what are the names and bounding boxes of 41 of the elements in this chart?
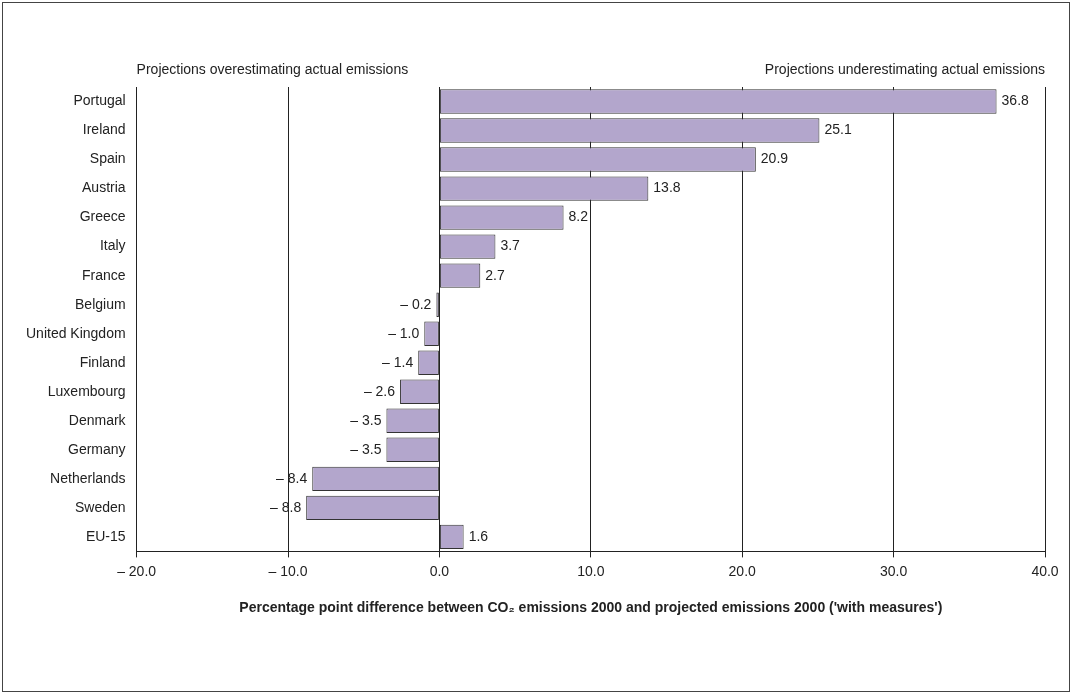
y-tick-label: Netherlands: [50, 469, 126, 486]
data-label: 3.7: [500, 237, 521, 254]
data-label: – 0.2: [400, 295, 432, 312]
x-tick-label: 20.0: [728, 562, 757, 579]
data-label: 25.1: [824, 121, 852, 138]
y-tick-label: Germany: [68, 440, 126, 457]
x-tick-label: – 10.0: [268, 562, 308, 579]
data-label: 36.8: [1001, 92, 1030, 109]
y-tick-label: France: [82, 266, 126, 283]
data-label: 8.2: [568, 208, 589, 225]
data-label: 2.7: [485, 266, 505, 283]
data-label: – 3.5: [350, 440, 382, 457]
data-label: – 1.4: [382, 353, 414, 370]
data-label: – 2.6: [363, 382, 396, 399]
x-tick-label: 40.0: [1031, 562, 1059, 579]
y-tick-label: Greece: [79, 208, 126, 225]
text: Projections overestimating actual emissions: [136, 60, 409, 77]
data-label: – 1.0: [388, 324, 420, 341]
y-tick-label: Belgium: [75, 295, 126, 312]
x-axis-title: Percentage point difference between CO₂ emissions 2000 and projected emissions 2000 ('with measures'): [239, 599, 943, 616]
y-tick-label: Sweden: [75, 498, 126, 515]
y-tick-label: Denmark: [68, 411, 127, 428]
x-tick-label: 0.0: [429, 562, 450, 579]
x-tick-label: 30.0: [879, 562, 908, 579]
y-tick-label: Spain: [89, 150, 126, 167]
x-tick-label: 10.0: [577, 562, 605, 579]
y-tick-label: Portugal: [73, 92, 126, 109]
y-tick-label: Italy: [99, 237, 126, 254]
y-tick-label: EU-15: [85, 527, 126, 544]
x-tick-label: – 20.0: [117, 562, 157, 579]
y-tick-label: Ireland: [82, 121, 126, 138]
text: Projections underestimating actual emissions: [764, 60, 1045, 77]
data-label: 1.6: [468, 527, 489, 544]
y-tick-label: United Kingdom: [25, 324, 126, 341]
data-label: 20.9: [760, 150, 789, 167]
y-tick-label: Finland: [79, 353, 126, 370]
y-tick-label: Luxembourg: [47, 382, 126, 399]
y-tick-label: Austria: [82, 179, 126, 196]
data-label: – 3.5: [350, 411, 382, 428]
data-label: – 8.4: [276, 469, 308, 486]
data-label: 13.8: [653, 179, 681, 196]
